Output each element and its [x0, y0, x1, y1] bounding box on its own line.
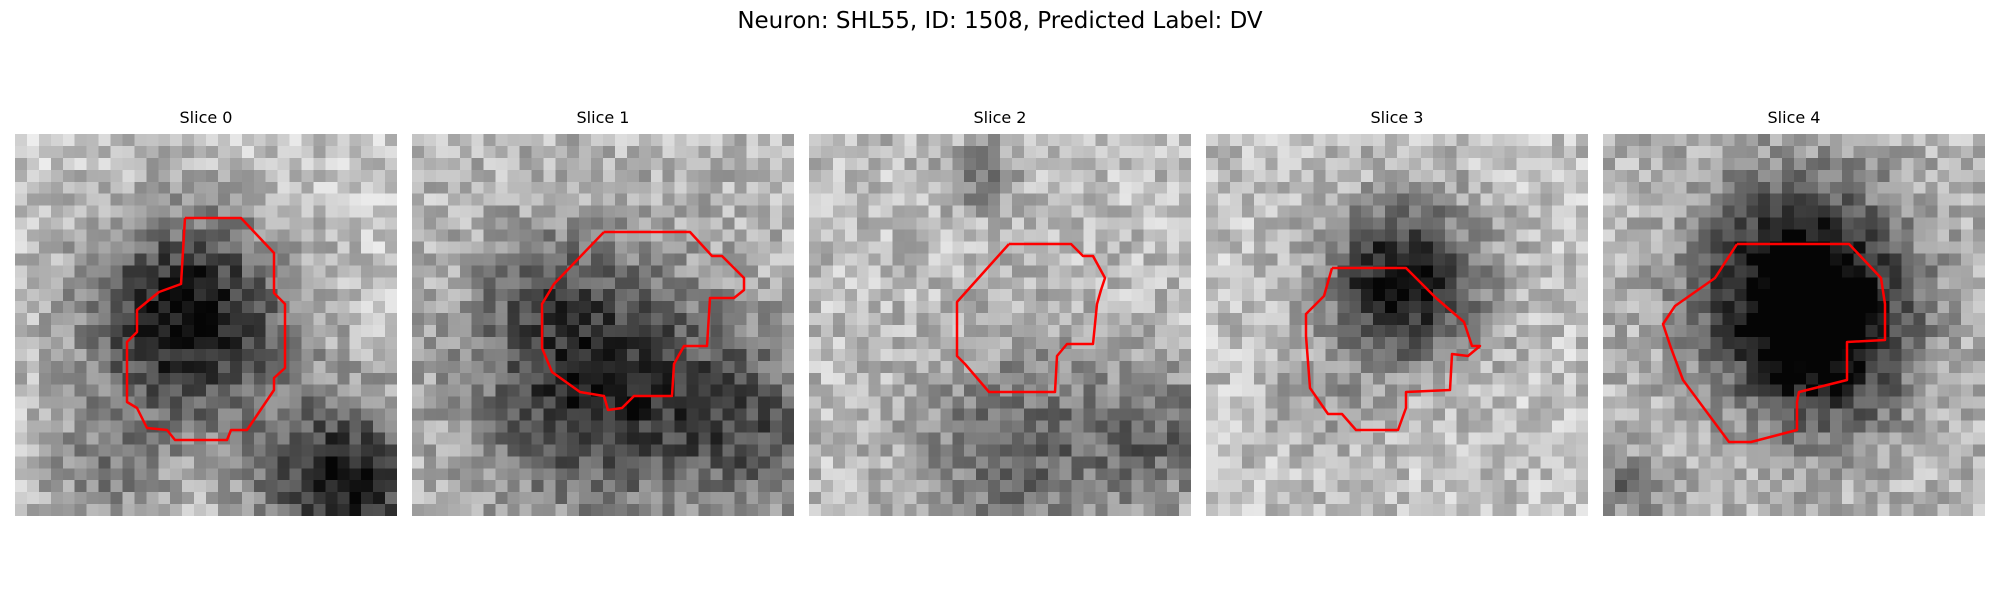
grayscale-patch: [1603, 134, 1985, 516]
roi-contour: [125, 216, 287, 442]
slice-image: [412, 134, 794, 516]
grayscale-patch: [809, 134, 1191, 516]
slice-panel-3: Slice 3: [1206, 108, 1588, 516]
roi-contour: [1304, 266, 1482, 432]
slice-title: Slice 2: [973, 108, 1027, 127]
slice-panel-0: Slice 0: [15, 108, 397, 516]
roi-contour: [1661, 242, 1887, 444]
slice-image: [1206, 134, 1588, 516]
slice-panel-1: Slice 1: [412, 108, 794, 516]
grayscale-patch: [15, 134, 397, 516]
slice-title: Slice 4: [1767, 108, 1821, 127]
slice-image: [809, 134, 1191, 516]
figure-title: Neuron: SHL55, ID: 1508, Predicted Label…: [737, 8, 1263, 34]
roi-contour: [955, 242, 1107, 394]
slice-title: Slice 0: [179, 108, 233, 127]
slice-image: [1603, 134, 1985, 516]
roi-contour: [540, 230, 746, 412]
slice-title: Slice 1: [576, 108, 630, 127]
grayscale-patch: [1206, 134, 1588, 516]
slice-title: Slice 3: [1370, 108, 1424, 127]
slice-panel-4: Slice 4: [1603, 108, 1985, 516]
grayscale-patch: [412, 134, 794, 516]
slice-image: [15, 134, 397, 516]
slice-panel-2: Slice 2: [809, 108, 1191, 516]
